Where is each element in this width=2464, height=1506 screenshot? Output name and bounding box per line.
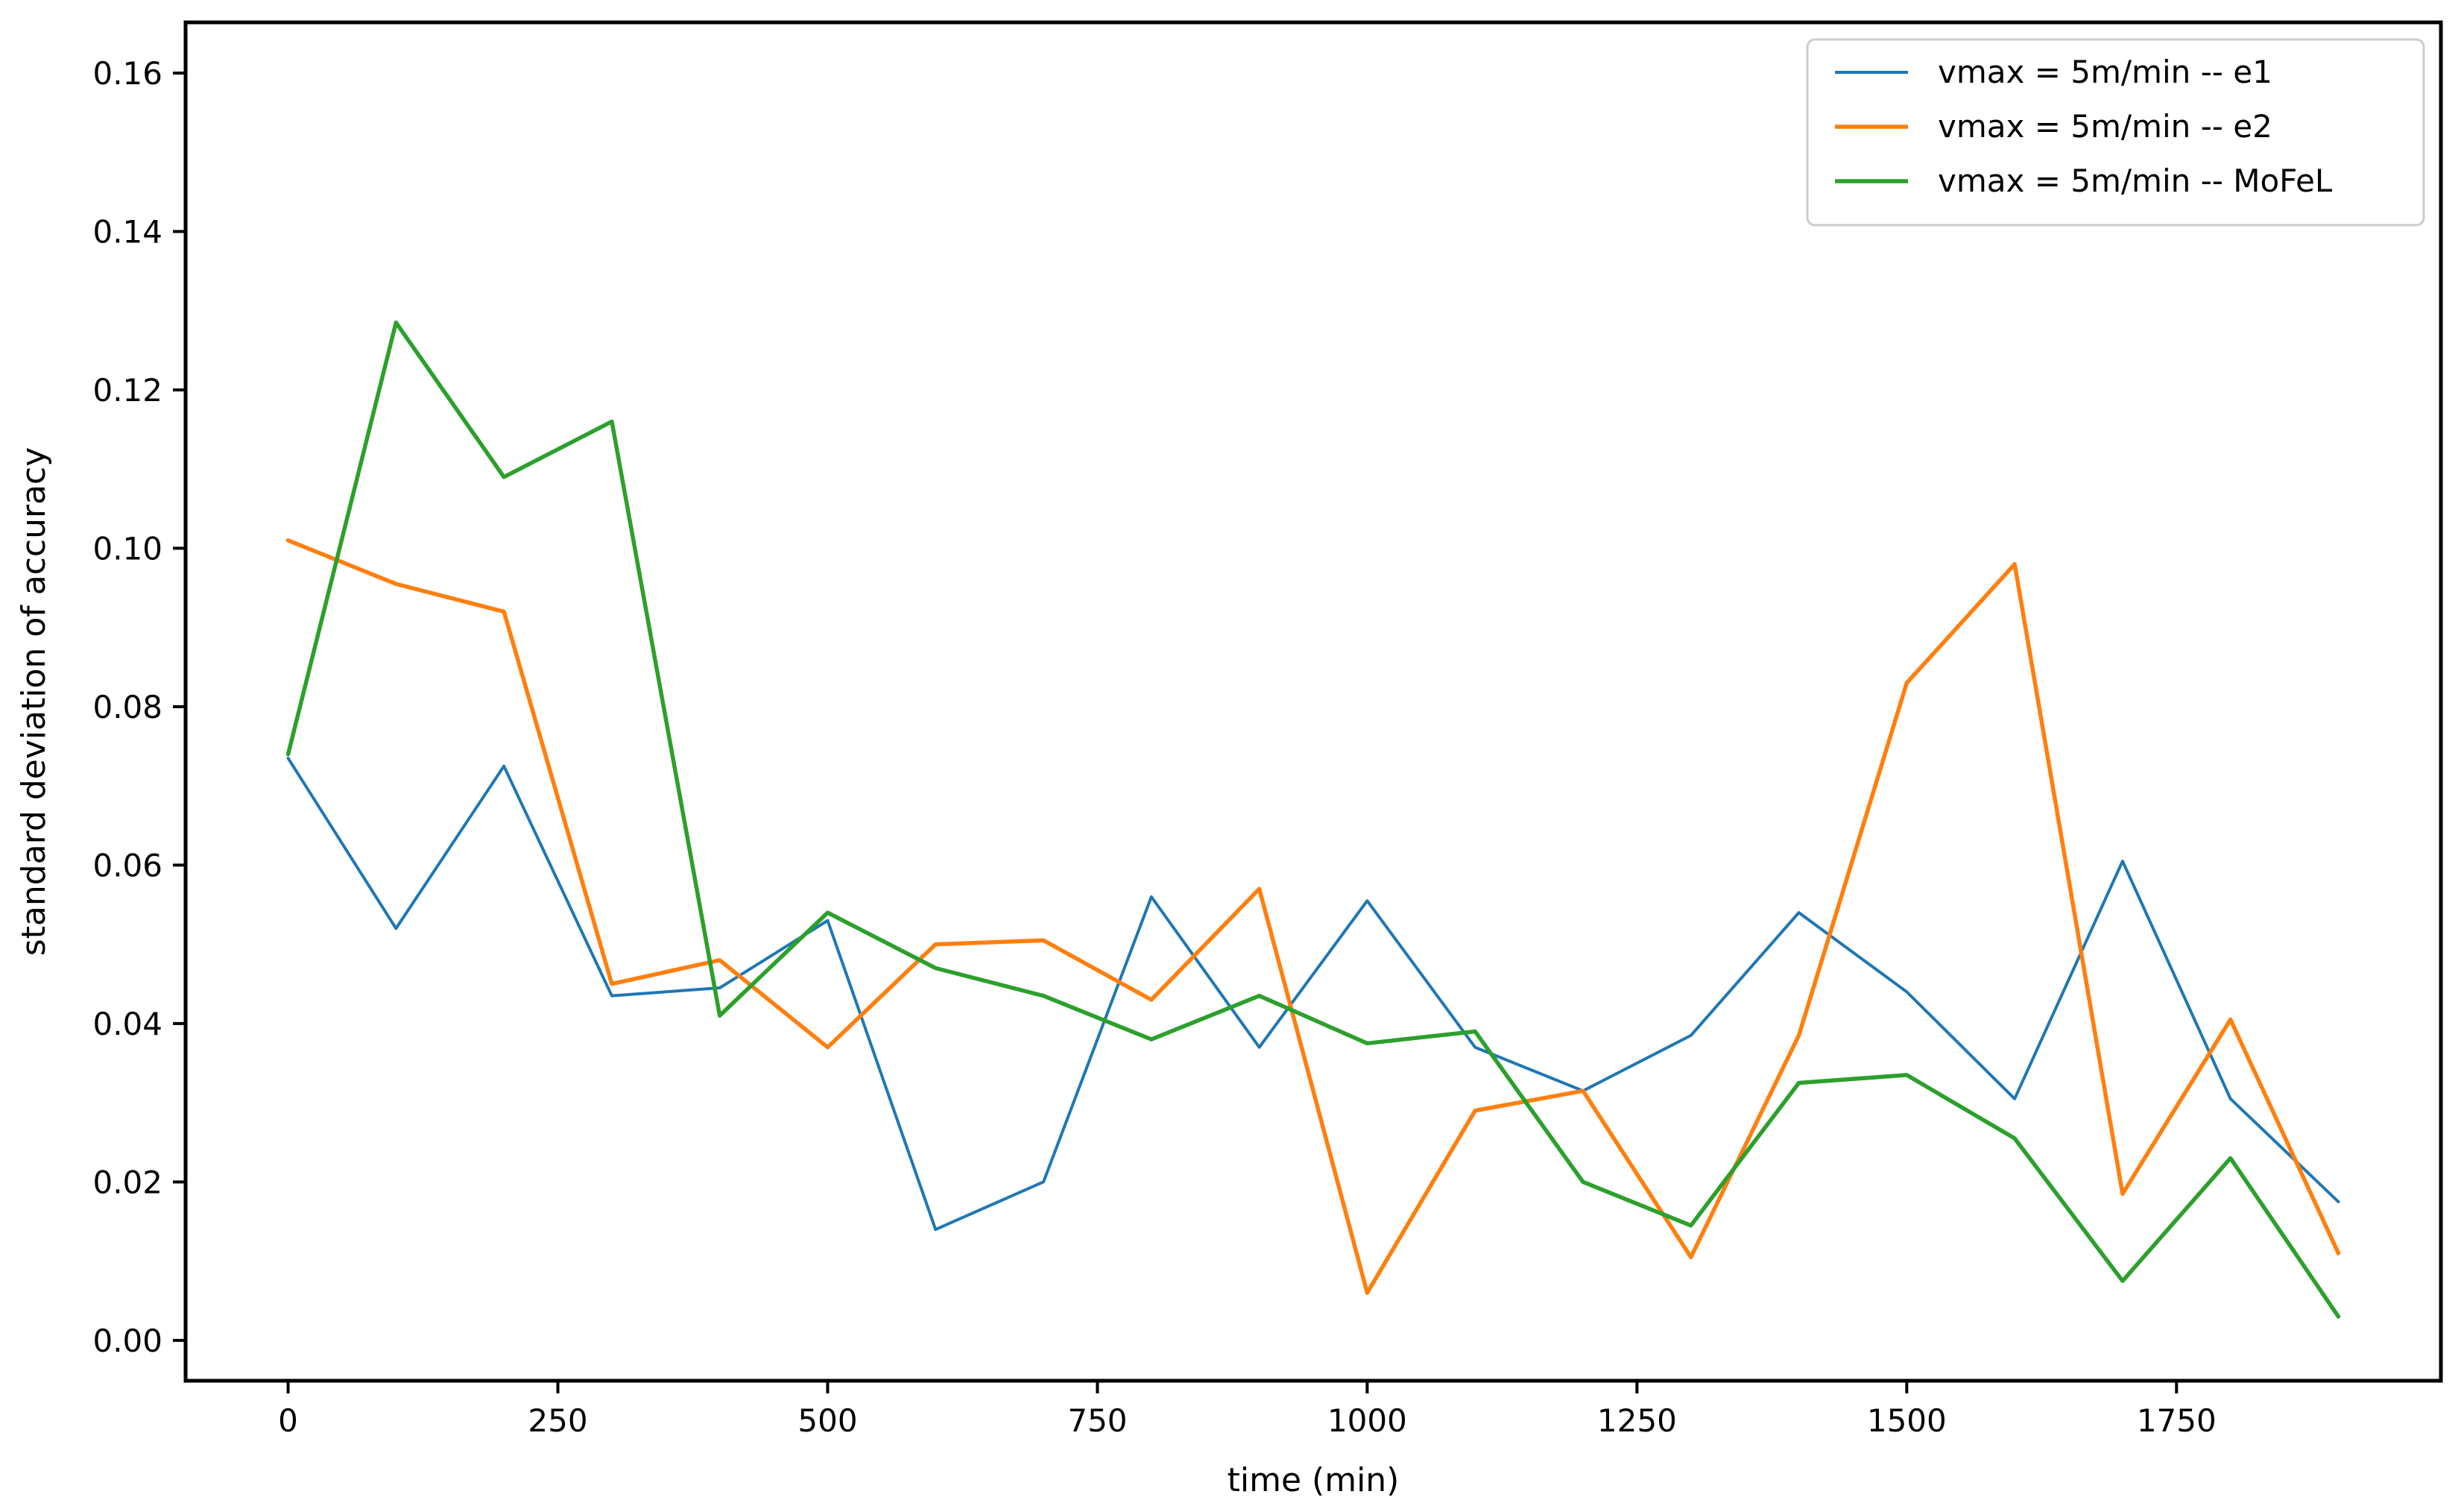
series-line-0 [286, 756, 2340, 1232]
y-tick-label: 0.16 [92, 55, 162, 92]
legend-item: vmax = 5m/min -- e1 [1835, 54, 2272, 90]
x-tick-label: 1750 [2137, 1402, 2217, 1439]
y-tick-label: 0.06 [92, 847, 162, 883]
y-tick-label: 0.14 [92, 213, 162, 250]
legend-item: vmax = 5m/min -- MoFeL [1835, 163, 2333, 199]
y-tick-label: 0.04 [92, 1006, 162, 1042]
x-tick-label: 1500 [1867, 1402, 1947, 1439]
x-axis-label: time (min) [1228, 1461, 1400, 1499]
legend-frame [1806, 38, 2425, 227]
y-axis-label: standard deviation of accuracy [15, 447, 53, 957]
y-tick-label: 0.00 [92, 1323, 162, 1359]
x-tick-label: 0 [278, 1402, 298, 1439]
plot-border [183, 20, 2443, 1383]
legend-label-mofel: vmax = 5m/min -- MoFeL [1938, 163, 2333, 199]
legend-label-e1: vmax = 5m/min -- e1 [1938, 54, 2272, 90]
x-tick-label: 250 [528, 1402, 587, 1439]
legend: vmax = 5m/min -- e1 vmax = 5m/min -- e2 … [1806, 38, 2425, 227]
x-tick-label: 1000 [1327, 1402, 1407, 1439]
legend-label-e2: vmax = 5m/min -- e2 [1938, 108, 2272, 145]
y-tick-label: 0.10 [92, 530, 162, 567]
x-tick-label: 500 [797, 1402, 857, 1439]
series-line-1 [285, 538, 2341, 1295]
x-tick-label: 1250 [1597, 1402, 1677, 1439]
legend-item: vmax = 5m/min -- e2 [1835, 108, 2272, 145]
y-tick-label: 0.02 [92, 1164, 162, 1200]
series-line-2 [285, 320, 2341, 1319]
y-tick-label: 0.08 [92, 689, 162, 725]
axes: 0 250 500 750 1000 1250 1500 1750 0.00 0.02 0.04 0.… [92, 20, 2443, 1439]
plot-lines [285, 320, 2341, 1319]
y-tick-label: 0.12 [92, 372, 162, 409]
x-tick-label: 750 [1067, 1402, 1127, 1439]
